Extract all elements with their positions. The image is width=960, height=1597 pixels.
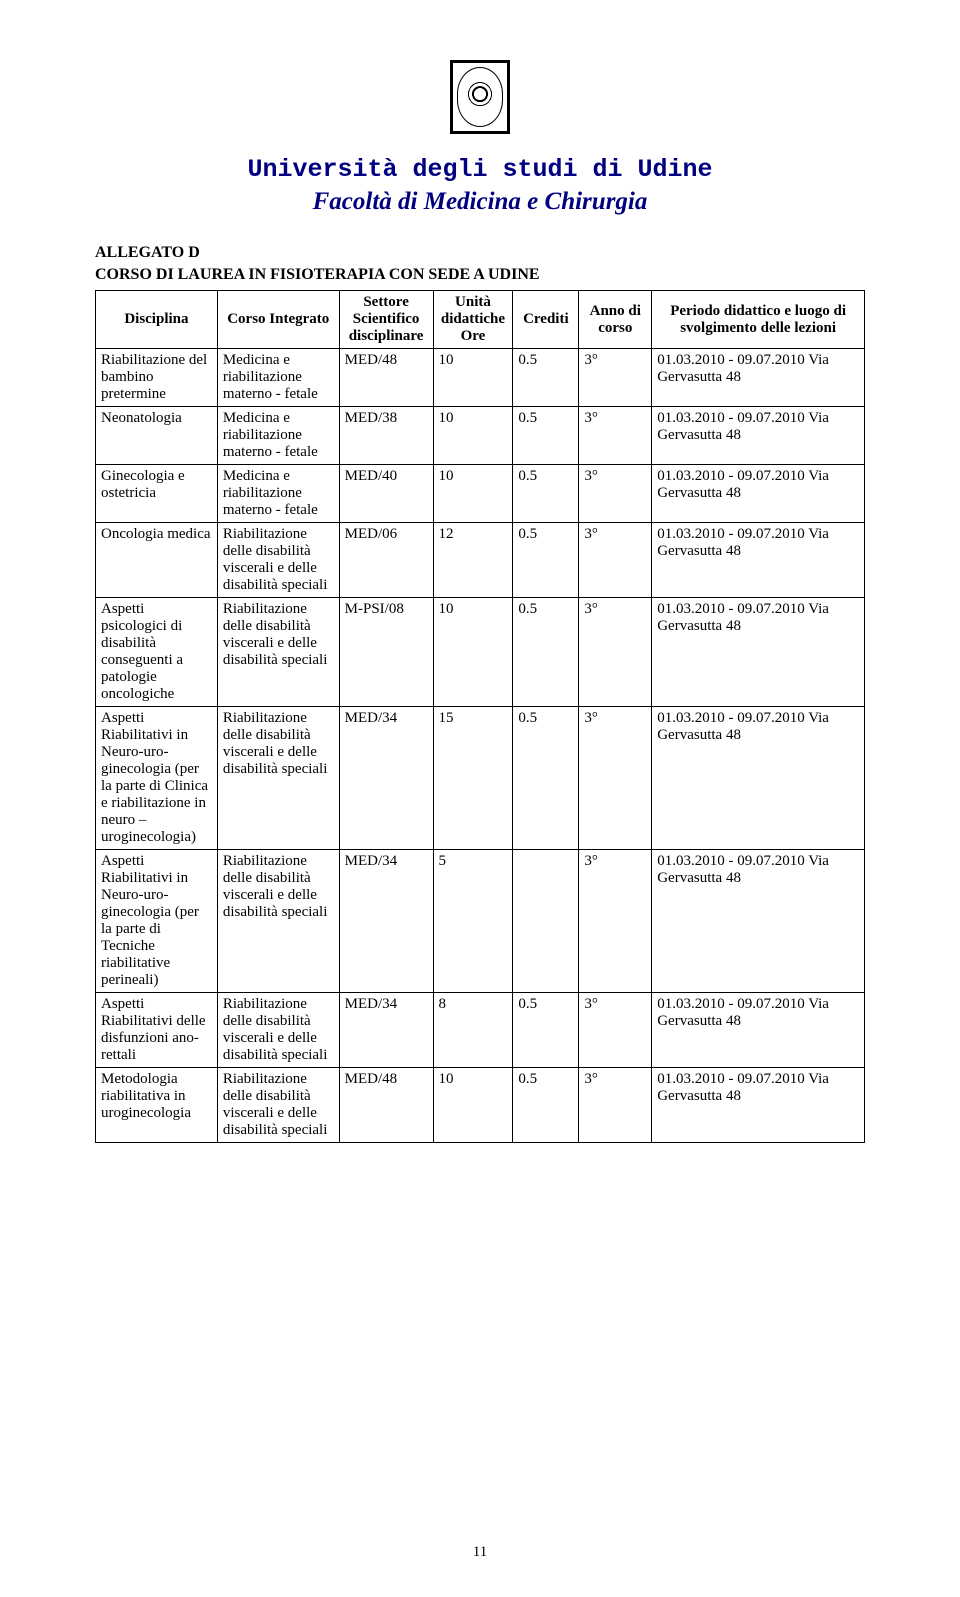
cell-corso: Riabilitazione delle disabilità visceral… [217, 850, 339, 993]
cell-anno: 3° [579, 598, 652, 707]
cell-anno: 3° [579, 349, 652, 407]
allegato-label: ALLEGATO D [95, 244, 865, 262]
cell-disciplina: Neonatologia [96, 407, 218, 465]
document-header: Università degli studi di Udine Facoltà … [95, 60, 865, 216]
table-row: Aspetti Riabilitativi in Neuro-uro-ginec… [96, 850, 865, 993]
cell-disciplina: Metodologia riabilitativa in uroginecolo… [96, 1068, 218, 1143]
cell-settore: M-PSI/08 [339, 598, 433, 707]
cell-periodo: 01.03.2010 - 09.07.2010 Via Gervasutta 4… [652, 598, 865, 707]
cell-crediti [513, 850, 579, 993]
cell-crediti: 0.5 [513, 598, 579, 707]
page-number: 11 [0, 1544, 960, 1561]
cell-corso: Medicina e riabilitazione materno - feta… [217, 465, 339, 523]
cell-settore: MED/06 [339, 523, 433, 598]
th-anno: Anno di corso [579, 291, 652, 349]
cell-disciplina: Aspetti Riabilitativi delle disfunzioni … [96, 993, 218, 1068]
cell-settore: MED/40 [339, 465, 433, 523]
th-settore: Settore Scientifico disciplinare [339, 291, 433, 349]
th-periodo: Periodo didattico e luogo di svolgimento… [652, 291, 865, 349]
cell-ore: 10 [433, 598, 513, 707]
cell-settore: MED/34 [339, 993, 433, 1068]
cell-anno: 3° [579, 1068, 652, 1143]
table-row: Aspetti Riabilitativi in Neuro-uro-ginec… [96, 707, 865, 850]
cell-ore: 5 [433, 850, 513, 993]
cell-ore: 10 [433, 1068, 513, 1143]
th-corso: Corso Integrato [217, 291, 339, 349]
page: Università degli studi di Udine Facoltà … [0, 0, 960, 1597]
table-row: NeonatologiaMedicina e riabilitazione ma… [96, 407, 865, 465]
th-disciplina: Disciplina [96, 291, 218, 349]
cell-corso: Riabilitazione delle disabilità visceral… [217, 523, 339, 598]
cell-crediti: 0.5 [513, 993, 579, 1068]
cell-crediti: 0.5 [513, 1068, 579, 1143]
cell-periodo: 01.03.2010 - 09.07.2010 Via Gervasutta 4… [652, 993, 865, 1068]
cell-settore: MED/34 [339, 850, 433, 993]
cell-corso: Medicina e riabilitazione materno - feta… [217, 349, 339, 407]
cell-crediti: 0.5 [513, 349, 579, 407]
cell-ore: 10 [433, 407, 513, 465]
table-row: Aspetti Riabilitativi delle disfunzioni … [96, 993, 865, 1068]
cell-crediti: 0.5 [513, 707, 579, 850]
cell-periodo: 01.03.2010 - 09.07.2010 Via Gervasutta 4… [652, 407, 865, 465]
cell-ore: 15 [433, 707, 513, 850]
corso-title: CORSO DI LAUREA IN FISIOTERAPIA CON SEDE… [95, 266, 865, 284]
cell-periodo: 01.03.2010 - 09.07.2010 Via Gervasutta 4… [652, 523, 865, 598]
table-row: Metodologia riabilitativa in uroginecolo… [96, 1068, 865, 1143]
cell-disciplina: Aspetti psicologici di disabilità conseg… [96, 598, 218, 707]
cell-anno: 3° [579, 993, 652, 1068]
table-body: Riabilitazione del bambino pretermineMed… [96, 349, 865, 1143]
cell-crediti: 0.5 [513, 523, 579, 598]
cell-periodo: 01.03.2010 - 09.07.2010 Via Gervasutta 4… [652, 850, 865, 993]
cell-anno: 3° [579, 465, 652, 523]
cell-corso: Riabilitazione delle disabilità visceral… [217, 993, 339, 1068]
th-unita: Unità didattiche Ore [433, 291, 513, 349]
cell-corso: Riabilitazione delle disabilità visceral… [217, 1068, 339, 1143]
table-head: Disciplina Corso Integrato Settore Scien… [96, 291, 865, 349]
cell-ore: 12 [433, 523, 513, 598]
cell-disciplina: Oncologia medica [96, 523, 218, 598]
cell-anno: 3° [579, 707, 652, 850]
course-table: Disciplina Corso Integrato Settore Scien… [95, 290, 865, 1143]
cell-settore: MED/34 [339, 707, 433, 850]
cell-corso: Riabilitazione delle disabilità visceral… [217, 707, 339, 850]
cell-disciplina: Ginecologia e ostetricia [96, 465, 218, 523]
cell-disciplina: Riabilitazione del bambino pretermine [96, 349, 218, 407]
cell-settore: MED/48 [339, 349, 433, 407]
cell-disciplina: Aspetti Riabilitativi in Neuro-uro-ginec… [96, 850, 218, 993]
table-header-row: Disciplina Corso Integrato Settore Scien… [96, 291, 865, 349]
university-name: Università degli studi di Udine [95, 155, 865, 184]
university-seal-icon [450, 60, 510, 134]
cell-anno: 3° [579, 523, 652, 598]
faculty-name: Facoltà di Medicina e Chirurgia [95, 188, 865, 216]
table-row: Riabilitazione del bambino pretermineMed… [96, 349, 865, 407]
cell-ore: 10 [433, 465, 513, 523]
table-row: Ginecologia e ostetriciaMedicina e riabi… [96, 465, 865, 523]
seal-inner-icon [457, 67, 503, 127]
cell-crediti: 0.5 [513, 407, 579, 465]
cell-settore: MED/38 [339, 407, 433, 465]
cell-crediti: 0.5 [513, 465, 579, 523]
cell-anno: 3° [579, 407, 652, 465]
cell-corso: Riabilitazione delle disabilità visceral… [217, 598, 339, 707]
cell-disciplina: Aspetti Riabilitativi in Neuro-uro-ginec… [96, 707, 218, 850]
cell-anno: 3° [579, 850, 652, 993]
cell-periodo: 01.03.2010 - 09.07.2010 Via Gervasutta 4… [652, 349, 865, 407]
cell-ore: 8 [433, 993, 513, 1068]
th-crediti: Crediti [513, 291, 579, 349]
cell-settore: MED/48 [339, 1068, 433, 1143]
cell-periodo: 01.03.2010 - 09.07.2010 Via Gervasutta 4… [652, 707, 865, 850]
cell-periodo: 01.03.2010 - 09.07.2010 Via Gervasutta 4… [652, 465, 865, 523]
cell-corso: Medicina e riabilitazione materno - feta… [217, 407, 339, 465]
table-row: Aspetti psicologici di disabilità conseg… [96, 598, 865, 707]
table-row: Oncologia medicaRiabilitazione delle dis… [96, 523, 865, 598]
cell-periodo: 01.03.2010 - 09.07.2010 Via Gervasutta 4… [652, 1068, 865, 1143]
cell-ore: 10 [433, 349, 513, 407]
